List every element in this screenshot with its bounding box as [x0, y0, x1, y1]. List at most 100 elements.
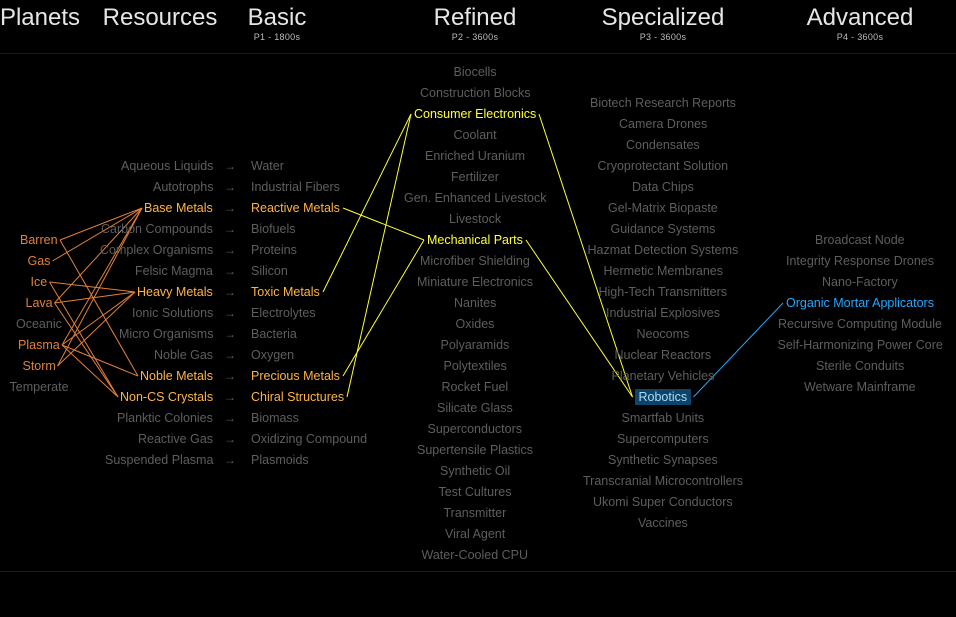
planets-item-oceanic[interactable]: Oceanic: [16, 317, 62, 331]
resources-item-aqueous-liquids[interactable]: Aqueous Liquids: [121, 159, 214, 173]
basic-item-electrolytes[interactable]: Electrolytes: [251, 306, 316, 320]
basic-item-oxygen[interactable]: Oxygen: [251, 348, 295, 362]
basic-item-reactive-metals[interactable]: Reactive Metals: [251, 201, 340, 215]
refined-item-biocells[interactable]: Biocells: [453, 65, 497, 79]
resources-item-carbon-compounds[interactable]: Carbon Compounds: [101, 222, 213, 236]
advanced-item-nano-factory[interactable]: Nano-Factory: [822, 275, 898, 289]
specialized-item-data-chips[interactable]: Data Chips: [632, 180, 694, 194]
refined-item-fertilizer[interactable]: Fertilizer: [451, 170, 499, 184]
refined-item-superconductors[interactable]: Superconductors: [427, 422, 523, 436]
resources-item-felsic-magma[interactable]: Felsic Magma: [135, 264, 213, 278]
refined-item-enriched-uranium[interactable]: Enriched Uranium: [425, 149, 526, 163]
refined-item-supertensile-plastics[interactable]: Supertensile Plastics: [417, 443, 534, 457]
resources-item-reactive-gas[interactable]: Reactive Gas: [138, 432, 214, 446]
resources-item-autotrophs[interactable]: Autotrophs: [153, 180, 214, 194]
planets-item-ice[interactable]: Ice: [30, 275, 48, 289]
advanced-item-self-harmonizing-power-core[interactable]: Self-Harmonizing Power Core: [777, 338, 943, 352]
planets-item-lava[interactable]: Lava: [25, 296, 53, 310]
refined-item-viral-agent[interactable]: Viral Agent: [445, 527, 506, 541]
advanced-item-sterile-conduits[interactable]: Sterile Conduits: [816, 359, 905, 373]
basic-item-silicon[interactable]: Silicon: [251, 264, 288, 278]
planets-item-plasma[interactable]: Plasma: [18, 338, 60, 352]
refined-item-consumer-electronics[interactable]: Consumer Electronics: [414, 107, 537, 121]
specialized-item-synthetic-synapses[interactable]: Synthetic Synapses: [608, 453, 718, 467]
specialized-item-supercomputers[interactable]: Supercomputers: [617, 432, 709, 446]
refined-item-polytextiles[interactable]: Polytextiles: [443, 359, 507, 373]
refined-item-oxides[interactable]: Oxides: [455, 317, 495, 331]
specialized-item-nuclear-reactors[interactable]: Nuclear Reactors: [614, 348, 712, 362]
refined-item-mechanical-parts[interactable]: Mechanical Parts: [427, 233, 523, 247]
resources-item-non-cs-crystals[interactable]: Non-CS Crystals: [120, 390, 214, 404]
header-subtitle: P2 - 3600s: [451, 32, 499, 42]
planets-item-barren[interactable]: Barren: [20, 233, 58, 247]
specialized-item-camera-drones[interactable]: Camera Drones: [619, 117, 708, 131]
resources-item-suspended-plasma[interactable]: Suspended Plasma: [105, 453, 214, 467]
refined-item-rocket-fuel[interactable]: Rocket Fuel: [441, 380, 509, 394]
specialized-item-industrial-explosives[interactable]: Industrial Explosives: [606, 306, 720, 320]
refined-item-water-cooled-cpu[interactable]: Water-Cooled CPU: [421, 548, 529, 562]
basic-item-biofuels[interactable]: Biofuels: [251, 222, 296, 236]
refined-item-construction-blocks[interactable]: Construction Blocks: [420, 86, 531, 100]
specialized-item-robotics[interactable]: Robotics: [634, 389, 692, 405]
link-planet-resource: [59, 239, 139, 377]
basic-item-oxidizing-compound[interactable]: Oxidizing Compound: [251, 432, 368, 446]
basic-item-water[interactable]: Water: [251, 159, 284, 173]
advanced-item-broadcast-node[interactable]: Broadcast Node: [815, 233, 905, 247]
refined-item-livestock[interactable]: Livestock: [449, 212, 502, 226]
refined-item-coolant[interactable]: Coolant: [453, 128, 497, 142]
arrow-icon: →: [224, 180, 236, 194]
advanced-item-recursive-computing-module[interactable]: Recursive Computing Module: [778, 317, 942, 331]
link-planet-resource: [54, 302, 119, 398]
basic-item-proteins[interactable]: Proteins: [251, 243, 297, 257]
link-planet-resource: [49, 281, 136, 293]
resources-item-noble-metals[interactable]: Noble Metals: [140, 369, 213, 383]
basic-item-precious-metals[interactable]: Precious Metals: [251, 369, 340, 383]
resources-item-heavy-metals[interactable]: Heavy Metals: [137, 285, 213, 299]
resources-item-base-metals[interactable]: Base Metals: [144, 201, 213, 215]
specialized-item-guidance-systems[interactable]: Guidance Systems: [610, 222, 716, 236]
planets-item-gas[interactable]: Gas: [27, 254, 51, 268]
header-title: Advanced: [806, 4, 914, 31]
resources-item-complex-organisms[interactable]: Complex Organisms: [100, 243, 214, 257]
specialized-item-cryoprotectant-solution[interactable]: Cryoprotectant Solution: [597, 159, 729, 173]
specialized-item-high-tech-transmitters[interactable]: High-Tech Transmitters: [598, 285, 728, 299]
specialized-item-ukomi-super-conductors[interactable]: Ukomi Super Conductors: [593, 495, 733, 509]
specialized-item-neocoms[interactable]: Neocoms: [636, 327, 690, 341]
specialized-item-hermetic-membranes[interactable]: Hermetic Membranes: [603, 264, 723, 278]
refined-item-test-cultures[interactable]: Test Cultures: [438, 485, 512, 499]
basic-item-toxic-metals[interactable]: Toxic Metals: [251, 285, 320, 299]
specialized-item-gel-matrix-biopaste[interactable]: Gel-Matrix Biopaste: [608, 201, 718, 215]
refined-item-nanites[interactable]: Nanites: [454, 296, 497, 310]
resources-item-ionic-solutions[interactable]: Ionic Solutions: [132, 306, 214, 320]
specialized-item-smartfab-units[interactable]: Smartfab Units: [621, 411, 705, 425]
refined-item-polyaramids[interactable]: Polyaramids: [440, 338, 510, 352]
specialized-item-condensates[interactable]: Condensates: [626, 138, 700, 152]
refined-item-miniature-electronics[interactable]: Miniature Electronics: [417, 275, 534, 289]
refined-item-microfiber-shielding[interactable]: Microfiber Shielding: [420, 254, 530, 268]
resources-item-micro-organisms[interactable]: Micro Organisms: [119, 327, 214, 341]
planets-item-temperate[interactable]: Temperate: [9, 380, 69, 394]
arrow-icon: →: [224, 306, 236, 320]
advanced-item-integrity-response-drones[interactable]: Integrity Response Drones: [786, 254, 934, 268]
arrow-icon: →: [224, 285, 236, 299]
resources-item-planktic-colonies[interactable]: Planktic Colonies: [117, 411, 213, 425]
refined-item-gen-enhanced-livestock[interactable]: Gen. Enhanced Livestock: [404, 191, 547, 205]
specialized-item-transcranial-microcontrollers[interactable]: Transcranial Microcontrollers: [583, 474, 743, 488]
advanced-item-wetware-mainframe[interactable]: Wetware Mainframe: [804, 380, 916, 394]
specialized-item-biotech-research-reports[interactable]: Biotech Research Reports: [590, 96, 736, 110]
link-planet-resource: [54, 291, 136, 304]
basic-item-bacteria[interactable]: Bacteria: [251, 327, 297, 341]
basic-item-industrial-fibers[interactable]: Industrial Fibers: [251, 180, 340, 194]
refined-item-synthetic-oil[interactable]: Synthetic Oil: [440, 464, 511, 478]
basic-item-biomass[interactable]: Biomass: [251, 411, 299, 425]
refined-item-transmitter[interactable]: Transmitter: [443, 506, 507, 520]
specialized-item-hazmat-detection-systems[interactable]: Hazmat Detection Systems: [587, 243, 739, 257]
planets-item-storm[interactable]: Storm: [22, 359, 56, 373]
resources-item-noble-gas[interactable]: Noble Gas: [154, 348, 214, 362]
specialized-item-planetary-vehicles[interactable]: Planetary Vehicles: [611, 369, 715, 383]
specialized-item-vaccines[interactable]: Vaccines: [638, 516, 688, 530]
basic-item-chiral-structures[interactable]: Chiral Structures: [251, 390, 345, 404]
refined-item-silicate-glass[interactable]: Silicate Glass: [437, 401, 513, 415]
advanced-item-organic-mortar-applicators[interactable]: Organic Mortar Applicators: [786, 296, 934, 310]
basic-item-plasmoids[interactable]: Plasmoids: [251, 453, 309, 467]
